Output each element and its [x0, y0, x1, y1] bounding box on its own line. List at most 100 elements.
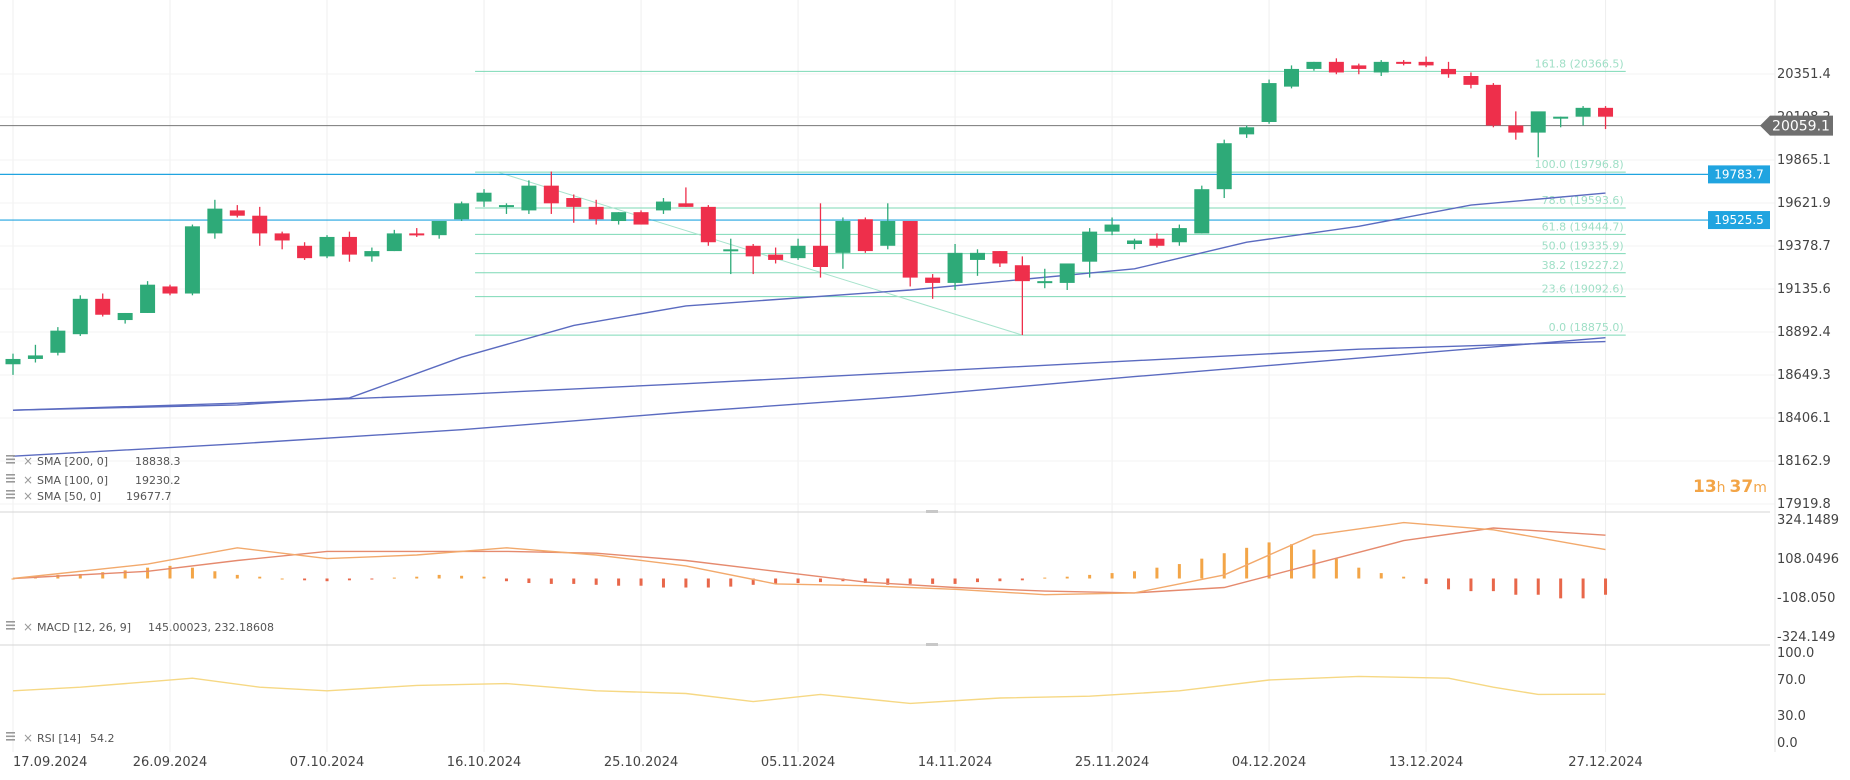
- candle-body[interactable]: [812, 245, 828, 267]
- horizontal-level-tag[interactable]: [1708, 165, 1770, 184]
- close-icon[interactable]: ×: [23, 620, 33, 634]
- macd-signal-line[interactable]: [12, 527, 1606, 594]
- candle-body[interactable]: [207, 208, 223, 234]
- candle-body[interactable]: [1104, 224, 1120, 232]
- macd-histogram-bar: [729, 578, 733, 587]
- candle-body[interactable]: [1530, 111, 1546, 133]
- candle-body[interactable]: [5, 358, 21, 365]
- candle-body[interactable]: [274, 233, 290, 241]
- candle-body[interactable]: [566, 198, 582, 207]
- close-icon[interactable]: ×: [23, 731, 33, 745]
- sma-line[interactable]: [12, 192, 1606, 411]
- drag-handle-icon[interactable]: [6, 621, 15, 630]
- drag-handle-icon[interactable]: [6, 474, 15, 483]
- candle-body[interactable]: [790, 245, 806, 259]
- candle-body[interactable]: [655, 201, 671, 211]
- candle-body[interactable]: [880, 221, 896, 246]
- candle-body[interactable]: [835, 221, 851, 253]
- candle-body[interactable]: [454, 203, 470, 220]
- candle-body[interactable]: [1014, 265, 1030, 282]
- candle-body[interactable]: [947, 252, 963, 283]
- candle-body[interactable]: [700, 206, 716, 243]
- macd-histogram-bar: [280, 578, 284, 580]
- candle-body[interactable]: [1485, 84, 1501, 126]
- candle-body[interactable]: [184, 226, 200, 294]
- drag-handle-icon[interactable]: [6, 732, 15, 741]
- candle-body[interactable]: [341, 236, 357, 255]
- candle-body[interactable]: [1261, 83, 1277, 122]
- candle-body[interactable]: [1194, 189, 1210, 234]
- candle-body[interactable]: [611, 212, 627, 222]
- drag-handle-icon[interactable]: [6, 490, 15, 499]
- candle-body[interactable]: [678, 203, 694, 207]
- candle-body[interactable]: [252, 215, 268, 234]
- candle-body[interactable]: [409, 233, 425, 236]
- candle-body[interactable]: [992, 251, 1008, 264]
- candle-body[interactable]: [95, 298, 111, 315]
- candle-body[interactable]: [476, 192, 492, 202]
- rsi-line[interactable]: [12, 675, 1606, 705]
- candle-body[interactable]: [633, 212, 649, 225]
- candle-body[interactable]: [588, 206, 604, 220]
- close-icon[interactable]: ×: [23, 489, 33, 503]
- candle-body[interactable]: [1575, 107, 1591, 117]
- macd-line[interactable]: [12, 521, 1606, 596]
- candle-body[interactable]: [1351, 65, 1367, 69]
- close-icon[interactable]: ×: [23, 454, 33, 468]
- candle-body[interactable]: [1463, 76, 1479, 85]
- candle-body[interactable]: [364, 251, 380, 257]
- candle-body[interactable]: [117, 312, 133, 321]
- sma-line[interactable]: [12, 337, 1606, 457]
- grid-layer: [0, 0, 1775, 752]
- candle-body[interactable]: [857, 219, 873, 252]
- candle-body[interactable]: [1082, 231, 1098, 262]
- candle-body[interactable]: [1306, 61, 1322, 69]
- candle-body[interactable]: [1418, 61, 1434, 66]
- sma-line[interactable]: [12, 340, 1606, 411]
- last-price-tag[interactable]: 20059.1: [1760, 115, 1833, 136]
- candle-body[interactable]: [319, 236, 335, 257]
- candle-body[interactable]: [1239, 127, 1255, 135]
- candle-body[interactable]: [1127, 240, 1142, 245]
- candle-body[interactable]: [498, 205, 514, 208]
- candle-body[interactable]: [50, 330, 66, 353]
- pane-resize-handle[interactable]: [926, 643, 938, 646]
- candle-body[interactable]: [1037, 281, 1053, 284]
- candle-body[interactable]: [1508, 125, 1524, 133]
- candle-body[interactable]: [925, 277, 941, 283]
- candle-body[interactable]: [1441, 68, 1457, 75]
- candle-body[interactable]: [431, 221, 447, 236]
- candle-body[interactable]: [162, 286, 178, 294]
- candle-body[interactable]: [723, 249, 739, 252]
- candle-body[interactable]: [1284, 68, 1300, 87]
- candle-body[interactable]: [745, 245, 761, 257]
- candle-body[interactable]: [386, 233, 402, 252]
- candle-body[interactable]: [902, 221, 918, 278]
- candle-body[interactable]: [1373, 61, 1389, 73]
- candle-body[interactable]: [543, 185, 559, 204]
- legend-sma-50-name: SMA [50, 0]: [37, 490, 101, 503]
- rsi-axis-tick: 70.0: [1777, 673, 1806, 688]
- candle-body[interactable]: [27, 355, 43, 359]
- close-icon[interactable]: ×: [23, 473, 33, 487]
- candle-body[interactable]: [229, 210, 245, 216]
- candle-body[interactable]: [1216, 143, 1232, 190]
- candle-body[interactable]: [521, 185, 537, 211]
- candle-body[interactable]: [1149, 238, 1165, 246]
- candle-body[interactable]: [1553, 116, 1569, 119]
- rsi-axis-tick: 0.0: [1777, 736, 1798, 751]
- drag-handle-icon[interactable]: [6, 455, 15, 464]
- candle-body[interactable]: [969, 252, 985, 260]
- candle-body[interactable]: [1396, 61, 1412, 64]
- candle-body[interactable]: [140, 284, 156, 313]
- candle-body[interactable]: [72, 298, 88, 335]
- candle-body[interactable]: [768, 254, 784, 260]
- candle-body[interactable]: [297, 245, 313, 259]
- candle-body[interactable]: [1598, 107, 1614, 117]
- candle-body[interactable]: [1171, 228, 1187, 243]
- pane-resize-handle[interactable]: [926, 510, 938, 513]
- candle-body[interactable]: [1059, 263, 1075, 283]
- horizontal-level-tag[interactable]: [1708, 211, 1770, 230]
- candle-body[interactable]: [1328, 61, 1344, 73]
